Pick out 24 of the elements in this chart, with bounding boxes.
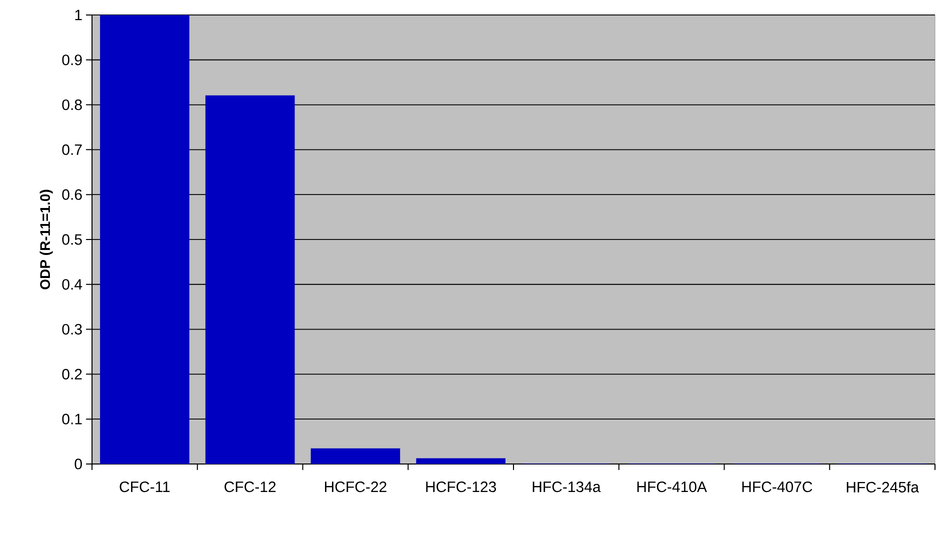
y-tick-label: 0 — [74, 458, 82, 470]
bar — [310, 448, 400, 464]
y-tick-label: 0.6 — [62, 189, 82, 200]
y-tick-label: 0.7 — [62, 144, 82, 155]
y-tick-label: 0.8 — [62, 99, 82, 110]
x-tick-label: HFC-407C — [742, 482, 812, 492]
x-tick-label: HCFC-22 — [325, 482, 386, 492]
x-tick-label: HFC-245fa — [846, 482, 919, 492]
y-tick-label: 0.5 — [62, 234, 82, 245]
y-tick-label: 1 — [75, 10, 82, 20]
x-tick-label: HFC-410A — [637, 482, 707, 492]
bar — [100, 14, 190, 464]
x-tick-label: HFC-134a — [532, 482, 601, 492]
bar — [205, 95, 295, 464]
x-tick-label: CFC-12 — [224, 482, 276, 492]
y-tick-label: 0.4 — [62, 279, 82, 290]
x-tick-label: HCFC-123 — [426, 482, 496, 492]
bar — [416, 458, 506, 464]
y-tick-label: 0.1 — [62, 414, 82, 424]
x-tick-label: CFC-11 — [120, 482, 170, 492]
y-tick-label: 0.3 — [62, 324, 82, 335]
y-tick-label: 0.9 — [62, 54, 82, 66]
y-axis-title: ODP (R-11=1.0) — [40, 190, 53, 290]
y-tick-label: 0.2 — [62, 368, 82, 380]
